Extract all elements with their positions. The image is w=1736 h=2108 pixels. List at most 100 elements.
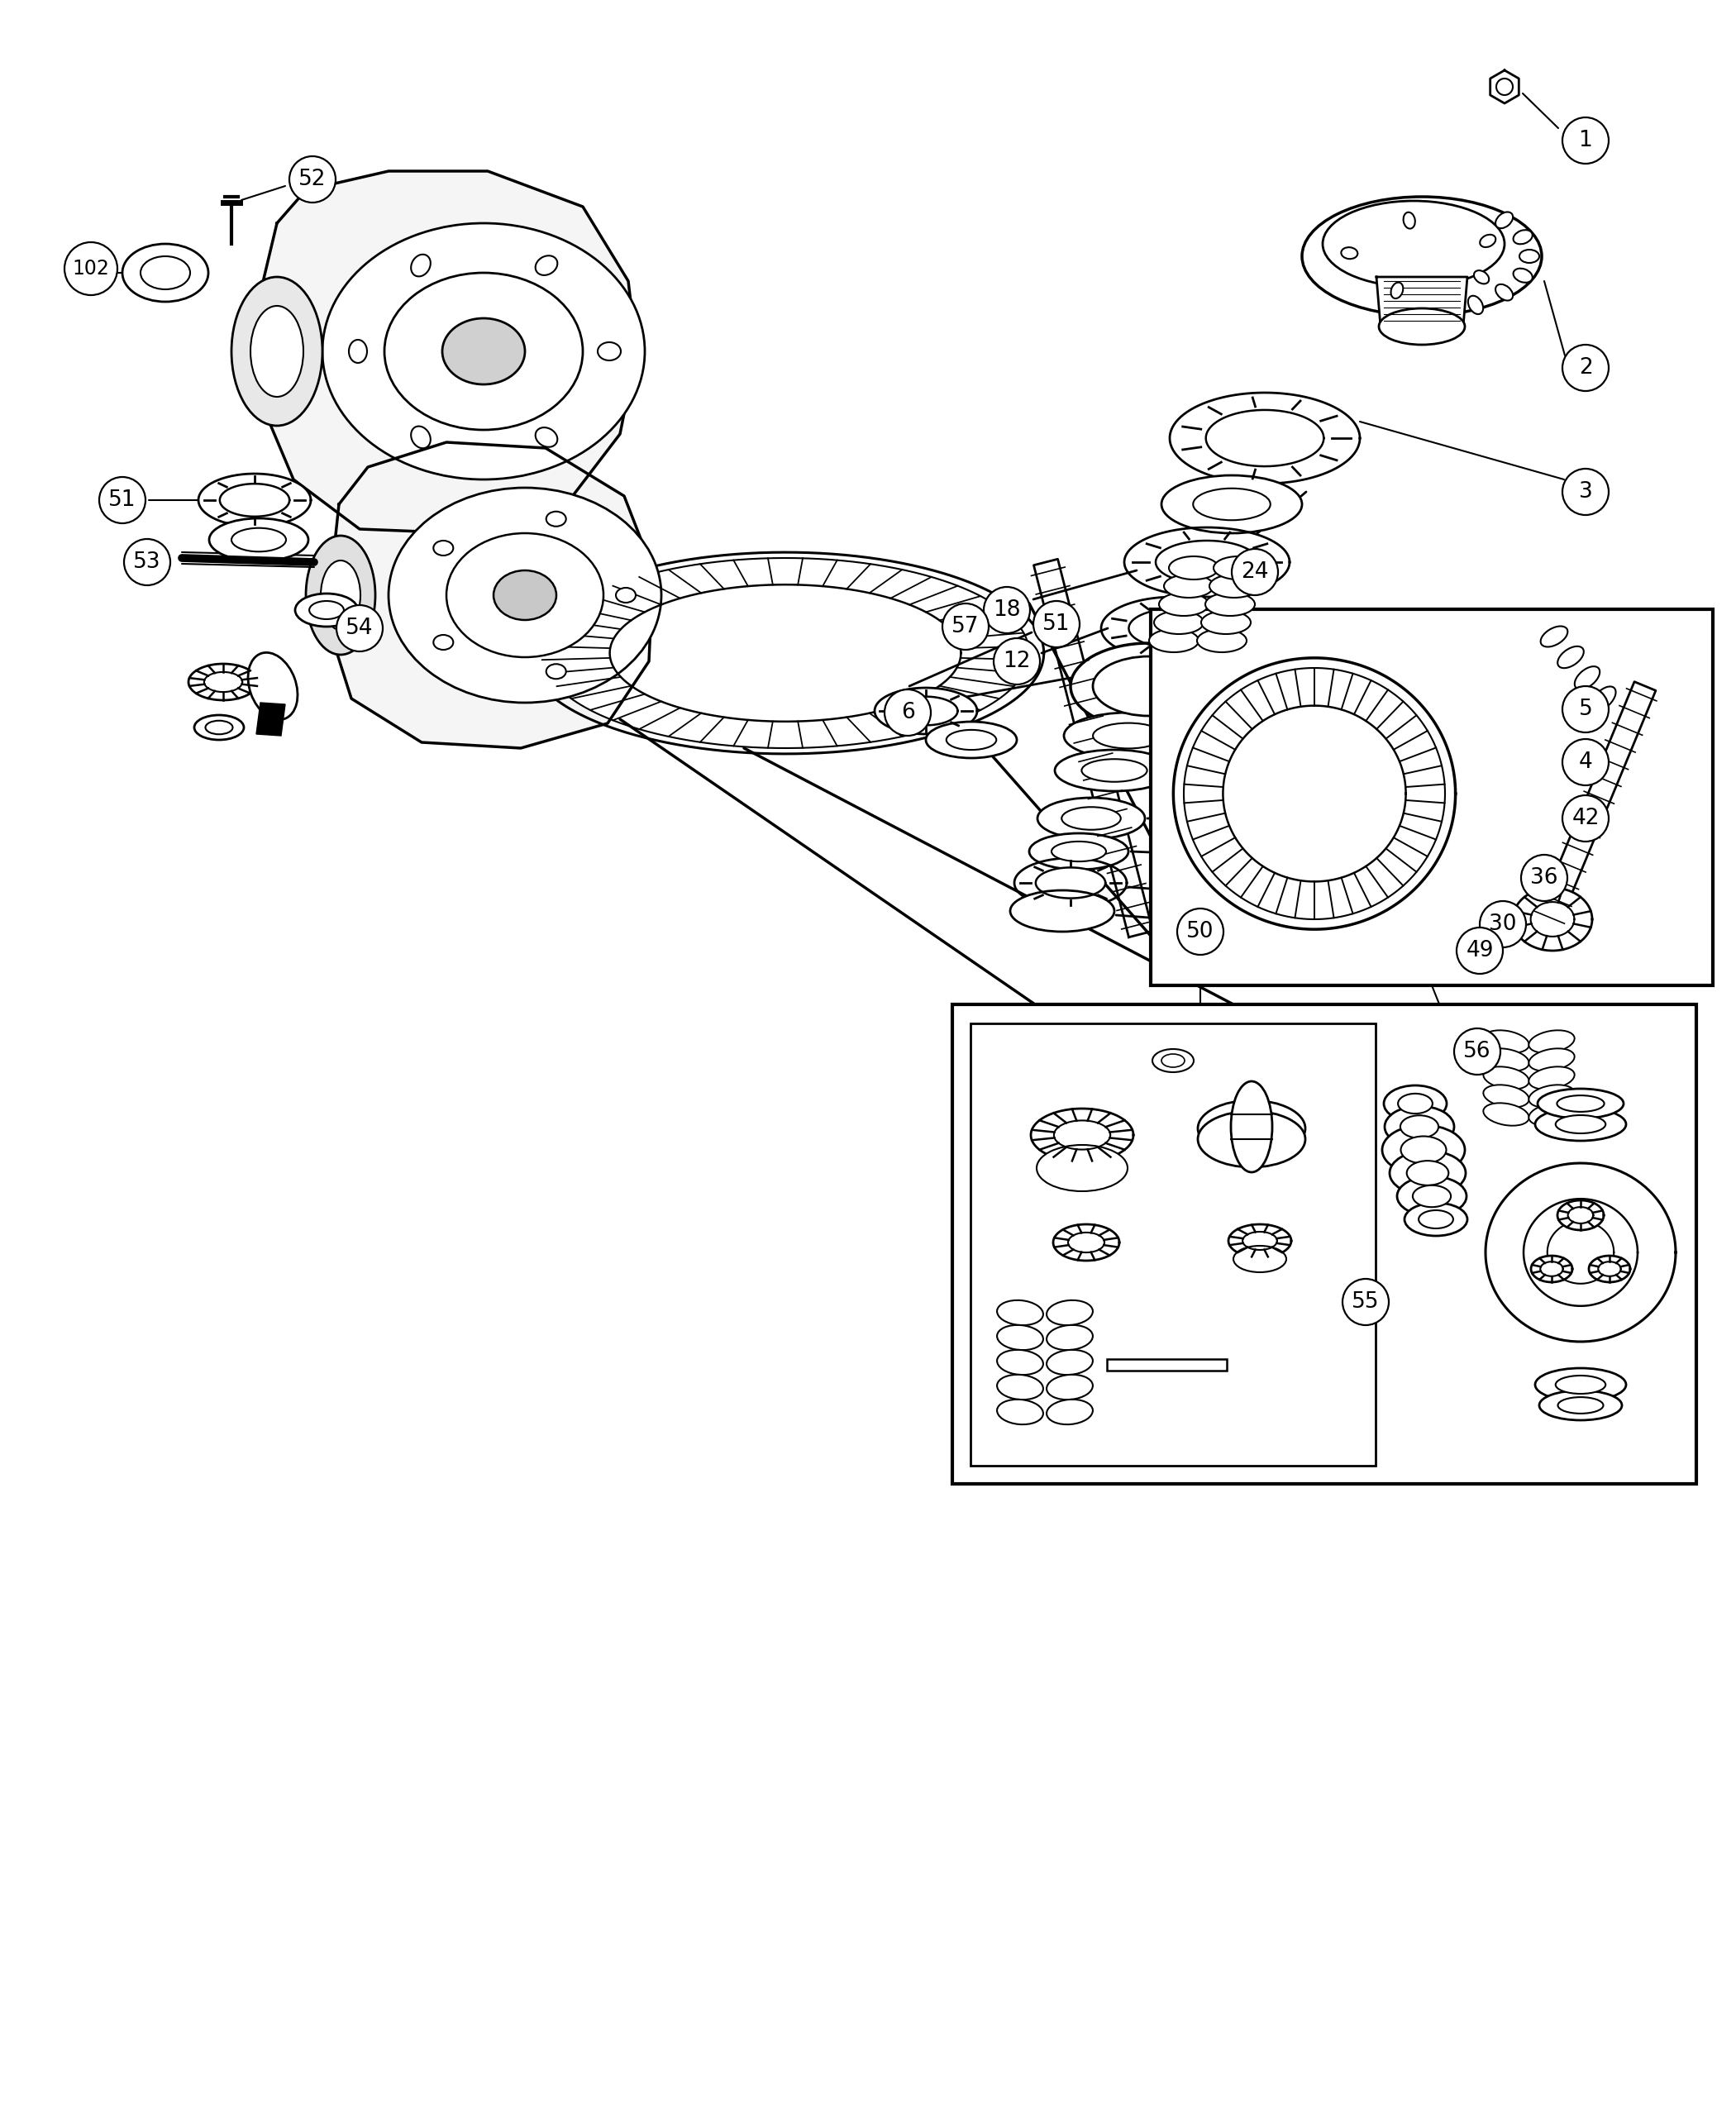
Ellipse shape	[1514, 268, 1533, 282]
Ellipse shape	[1529, 1086, 1575, 1107]
Ellipse shape	[122, 245, 208, 301]
Circle shape	[984, 586, 1029, 632]
Ellipse shape	[306, 535, 375, 656]
Ellipse shape	[1160, 592, 1208, 616]
Circle shape	[1033, 601, 1080, 647]
Ellipse shape	[1047, 1349, 1092, 1374]
Ellipse shape	[1519, 249, 1540, 264]
Ellipse shape	[1378, 308, 1465, 346]
Ellipse shape	[434, 635, 453, 649]
Ellipse shape	[1029, 833, 1128, 871]
Ellipse shape	[1163, 575, 1213, 599]
Ellipse shape	[1483, 1048, 1529, 1071]
Circle shape	[1562, 346, 1609, 390]
Text: 50: 50	[1186, 921, 1213, 942]
Ellipse shape	[1154, 611, 1203, 635]
Polygon shape	[1588, 1256, 1630, 1282]
Circle shape	[99, 476, 146, 523]
Ellipse shape	[205, 721, 233, 734]
Text: 57: 57	[951, 616, 979, 637]
Ellipse shape	[1404, 1204, 1467, 1235]
Text: 36: 36	[1531, 866, 1559, 890]
Ellipse shape	[321, 561, 361, 630]
Ellipse shape	[1382, 1126, 1465, 1174]
Ellipse shape	[1161, 474, 1302, 533]
Ellipse shape	[1413, 1185, 1451, 1208]
Circle shape	[1342, 1280, 1389, 1326]
Ellipse shape	[1535, 1368, 1627, 1402]
Ellipse shape	[1231, 1081, 1272, 1172]
Ellipse shape	[194, 715, 243, 740]
Ellipse shape	[1323, 200, 1505, 287]
Ellipse shape	[1557, 1398, 1604, 1414]
Text: 51: 51	[108, 489, 135, 510]
Ellipse shape	[535, 255, 557, 276]
Ellipse shape	[208, 519, 309, 561]
Ellipse shape	[1233, 1246, 1286, 1273]
Text: 42: 42	[1571, 807, 1599, 828]
Ellipse shape	[384, 272, 583, 430]
Ellipse shape	[1153, 1050, 1194, 1073]
Ellipse shape	[349, 339, 366, 363]
Ellipse shape	[1082, 759, 1147, 782]
Ellipse shape	[231, 276, 323, 426]
Ellipse shape	[1389, 1151, 1465, 1195]
Ellipse shape	[996, 1326, 1043, 1349]
Text: 1: 1	[1578, 131, 1592, 152]
Circle shape	[64, 242, 118, 295]
Ellipse shape	[1483, 1031, 1529, 1052]
Circle shape	[1457, 928, 1503, 974]
Ellipse shape	[1401, 1136, 1446, 1164]
Bar	[953, 1003, 1696, 1484]
Ellipse shape	[1149, 628, 1198, 651]
Ellipse shape	[1094, 723, 1163, 748]
Polygon shape	[609, 584, 962, 721]
Ellipse shape	[535, 428, 557, 447]
Polygon shape	[1557, 1199, 1604, 1231]
Text: 54: 54	[345, 618, 373, 639]
Polygon shape	[1377, 276, 1467, 327]
Ellipse shape	[1418, 1210, 1453, 1229]
Ellipse shape	[996, 1400, 1043, 1425]
Ellipse shape	[1538, 1088, 1623, 1119]
Ellipse shape	[1052, 841, 1106, 862]
Ellipse shape	[1198, 1111, 1305, 1168]
Text: 49: 49	[1465, 940, 1493, 961]
Ellipse shape	[1055, 750, 1174, 790]
Ellipse shape	[1168, 557, 1219, 580]
Ellipse shape	[434, 540, 453, 557]
Ellipse shape	[1062, 807, 1121, 831]
Text: 12: 12	[1003, 651, 1031, 672]
Polygon shape	[257, 702, 285, 736]
Circle shape	[1233, 548, 1278, 594]
Circle shape	[1562, 118, 1609, 164]
Ellipse shape	[547, 512, 566, 527]
Ellipse shape	[1529, 1067, 1575, 1090]
Ellipse shape	[1397, 1094, 1432, 1113]
Polygon shape	[1156, 540, 1259, 584]
Text: 51: 51	[1043, 613, 1071, 635]
Ellipse shape	[1401, 1115, 1439, 1138]
Ellipse shape	[1592, 687, 1616, 710]
Ellipse shape	[547, 664, 566, 679]
Polygon shape	[326, 443, 653, 748]
Polygon shape	[1524, 1199, 1637, 1307]
Ellipse shape	[1201, 611, 1250, 635]
Ellipse shape	[1384, 1086, 1446, 1121]
Ellipse shape	[1474, 270, 1489, 285]
Text: 18: 18	[993, 599, 1021, 622]
Text: 5: 5	[1578, 698, 1592, 721]
Circle shape	[290, 156, 335, 202]
Text: 24: 24	[1241, 561, 1269, 582]
Ellipse shape	[1479, 234, 1496, 247]
Ellipse shape	[411, 255, 431, 276]
Ellipse shape	[996, 1374, 1043, 1400]
Ellipse shape	[1540, 1391, 1621, 1421]
Circle shape	[1562, 740, 1609, 786]
Polygon shape	[1512, 887, 1592, 951]
Ellipse shape	[1483, 1067, 1529, 1090]
Ellipse shape	[1198, 628, 1246, 651]
Ellipse shape	[597, 341, 621, 360]
Circle shape	[885, 689, 930, 736]
Ellipse shape	[616, 588, 635, 603]
